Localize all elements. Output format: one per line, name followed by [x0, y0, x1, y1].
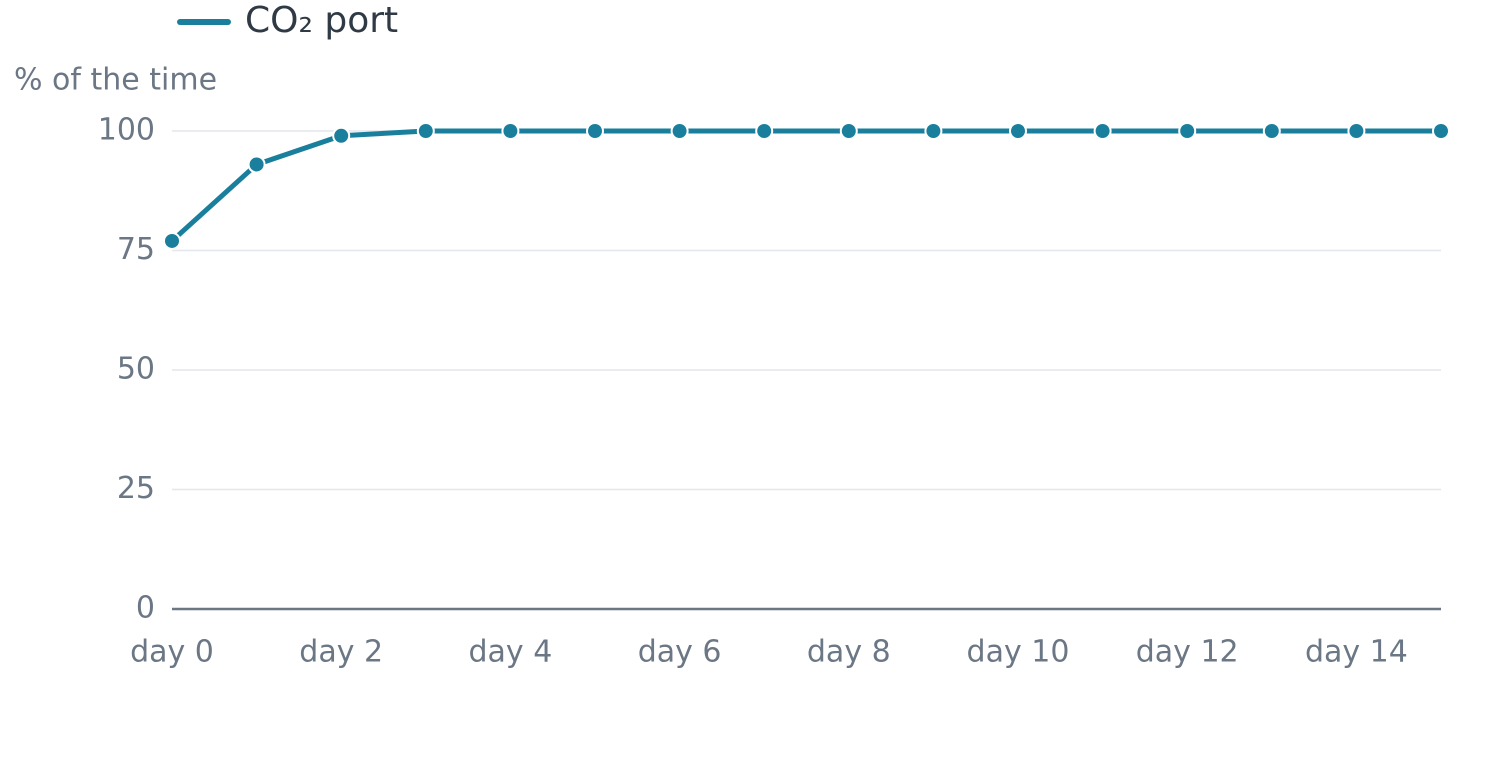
data-point: [416, 122, 435, 140]
data-point: [670, 122, 689, 140]
x-tick-label: day 2: [299, 635, 383, 670]
data-point: [924, 122, 943, 140]
data-point: [1347, 122, 1366, 140]
data-point: [332, 126, 351, 145]
series-line: [170, 128, 1441, 243]
y-axis-label: % of the time: [14, 63, 217, 98]
x-tick-label: day 10: [967, 635, 1070, 670]
data-point: [755, 122, 774, 140]
y-tick-label: 50: [117, 352, 155, 387]
x-tick-label: day 0: [130, 635, 214, 670]
data-point: [1178, 122, 1197, 140]
data-point: [1009, 122, 1027, 140]
data-point: [839, 122, 858, 140]
legend-label: CO₂ port: [245, 0, 398, 41]
x-tick-label: day 4: [468, 635, 552, 670]
x-tick-label: day 12: [1136, 635, 1239, 670]
data-point: [586, 122, 604, 140]
x-tick-label: day 8: [807, 635, 891, 670]
x-tick-label: day 6: [638, 635, 722, 670]
y-tick-label: 100: [98, 113, 155, 148]
data-point: [501, 122, 520, 140]
data-point: [1432, 122, 1450, 140]
data-point: [1262, 122, 1281, 140]
data-point: [1093, 122, 1112, 140]
x-tick-label: day 14: [1305, 635, 1408, 670]
data-point: [163, 231, 181, 250]
data-point: [247, 155, 266, 174]
y-tick-label: 75: [117, 232, 155, 267]
y-tick-label: 0: [136, 591, 155, 626]
y-tick-label: 25: [117, 471, 155, 506]
